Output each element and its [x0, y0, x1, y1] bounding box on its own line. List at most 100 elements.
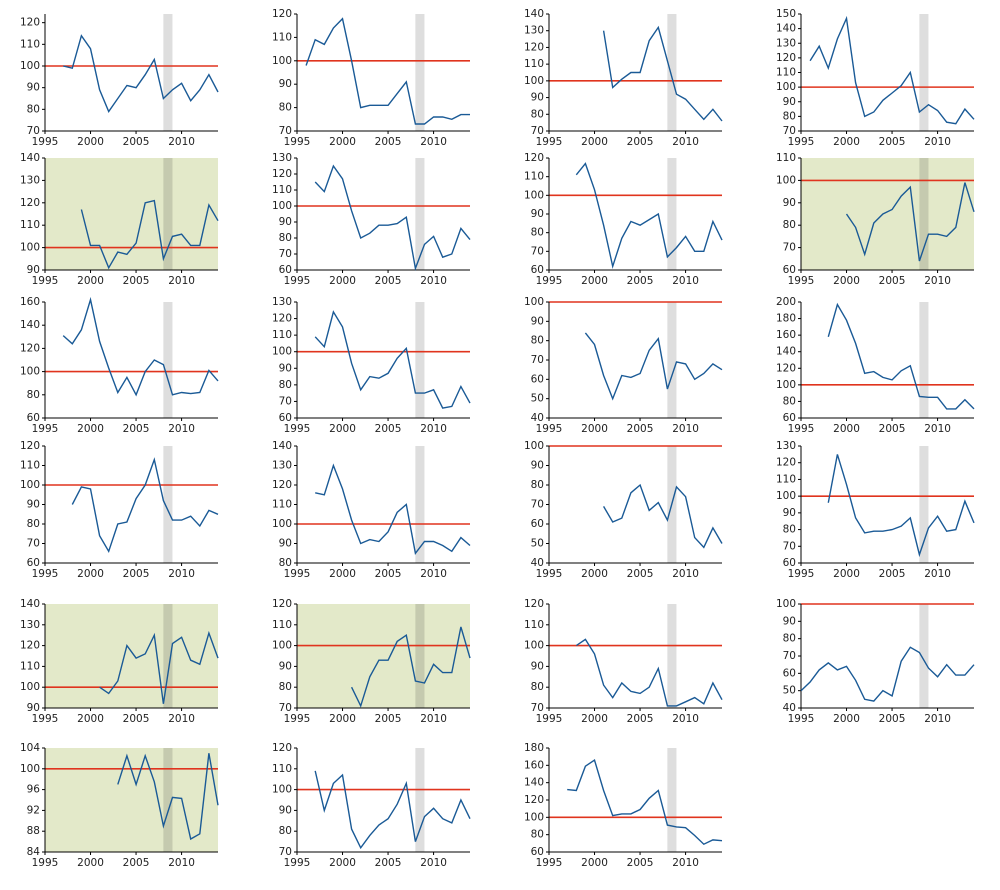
x-tick-label: 2005 — [375, 136, 402, 148]
y-tick-label: 110 — [20, 660, 40, 672]
x-tick-label: 2010 — [420, 857, 447, 869]
y-tick-label: 110 — [272, 184, 292, 196]
series-line — [99, 630, 219, 704]
y-tick-label: 80 — [531, 681, 544, 693]
y-tick-label: 100 — [20, 242, 40, 254]
y-tick-label: 70 — [279, 846, 292, 858]
series-line — [827, 302, 975, 410]
y-tick-label: 120 — [20, 342, 40, 354]
x-tick-label: 2010 — [672, 275, 699, 287]
x-tick-label: 1995 — [284, 857, 311, 869]
x-tick-label: 2000 — [77, 275, 104, 287]
y-tick-label: 120 — [524, 41, 544, 53]
y-tick-label: 60 — [783, 412, 796, 424]
y-tick-label: 100 — [776, 81, 796, 93]
y-tick-label: 80 — [783, 110, 796, 122]
x-tick-label: 1995 — [284, 713, 311, 725]
y-tick-label: 160 — [524, 759, 544, 771]
recession-band — [163, 604, 173, 708]
panel-background — [801, 158, 974, 270]
x-tick-label: 1995 — [788, 568, 815, 580]
x-tick-label: 2000 — [77, 136, 104, 148]
y-tick-label: 140 — [524, 8, 544, 20]
y-tick-label: 90 — [531, 660, 544, 672]
x-tick-label: 2010 — [924, 136, 951, 148]
recession-band — [667, 158, 677, 270]
x-tick-label: 2000 — [329, 713, 356, 725]
x-tick-label: 2000 — [77, 568, 104, 580]
y-tick-label: 90 — [279, 538, 292, 550]
x-tick-label: 2005 — [879, 568, 906, 580]
y-tick-label: 90 — [279, 362, 292, 374]
y-tick-label: 100 — [272, 784, 292, 796]
y-tick-label: 100 — [524, 296, 544, 308]
y-tick-label: 60 — [531, 846, 544, 858]
y-tick-label: 80 — [27, 103, 40, 115]
x-tick-label: 2005 — [123, 275, 150, 287]
y-tick-label: 100 — [272, 55, 292, 67]
x-tick-label: 1995 — [788, 136, 815, 148]
y-tick-label: 110 — [20, 38, 40, 50]
y-tick-label: 110 — [20, 460, 40, 472]
x-tick-label: 1995 — [536, 857, 563, 869]
x-tick-label: 1995 — [536, 713, 563, 725]
x-tick-label: 2000 — [77, 423, 104, 435]
x-tick-label: 1995 — [536, 275, 563, 287]
y-tick-label: 60 — [531, 373, 544, 385]
series-line — [71, 457, 219, 553]
y-tick-label: 90 — [279, 804, 292, 816]
series-line — [314, 770, 471, 850]
recession-band — [163, 14, 173, 131]
x-tick-label: 2005 — [123, 423, 150, 435]
x-tick-label: 1995 — [32, 423, 59, 435]
x-tick-label: 1995 — [32, 136, 59, 148]
y-tick-label: 70 — [531, 702, 544, 714]
y-tick-label: 110 — [776, 473, 796, 485]
y-tick-label: 100 — [20, 681, 40, 693]
y-tick-label: 160 — [20, 296, 40, 308]
y-tick-label: 70 — [783, 540, 796, 552]
y-tick-label: 120 — [272, 479, 292, 491]
x-tick-label: 2010 — [168, 857, 195, 869]
recession-band — [667, 604, 677, 708]
y-tick-label: 80 — [531, 829, 544, 841]
x-tick-label: 2010 — [420, 713, 447, 725]
y-tick-label: 80 — [783, 633, 796, 645]
y-tick-label: 60 — [783, 557, 796, 569]
y-tick-label: 80 — [279, 557, 292, 569]
y-tick-label: 80 — [279, 379, 292, 391]
x-tick-label: 2010 — [168, 713, 195, 725]
y-tick-label: 110 — [272, 763, 292, 775]
y-tick-label: 110 — [20, 219, 40, 231]
recession-band — [415, 604, 425, 708]
y-tick-label: 90 — [27, 499, 40, 511]
x-tick-label: 2000 — [581, 568, 608, 580]
y-tick-label: 70 — [783, 242, 796, 254]
y-tick-label: 80 — [279, 102, 292, 114]
y-tick-label: 90 — [783, 197, 796, 209]
x-tick-label: 2010 — [420, 423, 447, 435]
y-tick-label: 70 — [279, 702, 292, 714]
y-tick-label: 40 — [783, 702, 796, 714]
y-tick-label: 120 — [524, 152, 544, 164]
y-tick-label: 100 — [524, 75, 544, 87]
x-tick-label: 2000 — [833, 275, 860, 287]
y-tick-label: 70 — [531, 499, 544, 511]
y-tick-label: 70 — [27, 538, 40, 550]
y-tick-label: 60 — [27, 412, 40, 424]
y-tick-label: 140 — [20, 598, 40, 610]
y-tick-label: 80 — [279, 232, 292, 244]
y-tick-label: 130 — [776, 440, 796, 452]
y-tick-label: 130 — [776, 37, 796, 49]
y-tick-label: 120 — [20, 640, 40, 652]
x-tick-label: 1995 — [788, 275, 815, 287]
y-tick-label: 70 — [783, 650, 796, 662]
recession-band — [415, 14, 425, 131]
y-tick-label: 110 — [524, 171, 544, 183]
y-tick-label: 110 — [272, 31, 292, 43]
recession-band — [415, 748, 425, 852]
y-tick-label: 60 — [279, 264, 292, 276]
y-tick-label: 80 — [279, 825, 292, 837]
series-line — [80, 199, 219, 270]
